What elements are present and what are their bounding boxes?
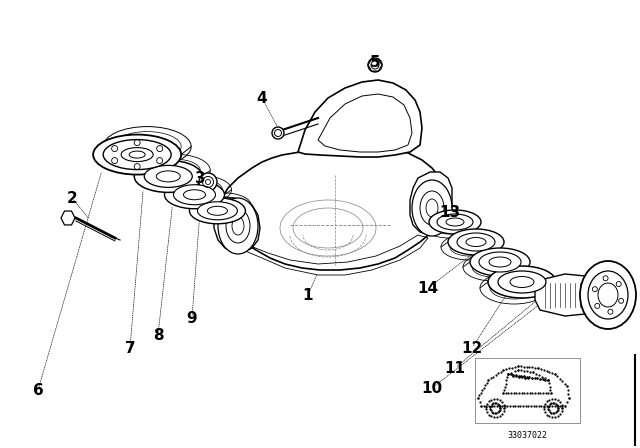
Text: 5: 5 <box>370 55 380 69</box>
Text: 13: 13 <box>440 204 461 220</box>
Ellipse shape <box>144 165 192 187</box>
Polygon shape <box>368 59 382 71</box>
Ellipse shape <box>479 252 521 272</box>
Ellipse shape <box>197 202 237 220</box>
Text: 6: 6 <box>33 383 44 397</box>
Polygon shape <box>61 211 75 225</box>
Ellipse shape <box>189 198 245 224</box>
Ellipse shape <box>173 185 216 205</box>
Circle shape <box>368 58 382 72</box>
Text: 14: 14 <box>417 280 438 296</box>
Ellipse shape <box>470 248 530 276</box>
Ellipse shape <box>437 214 473 230</box>
Ellipse shape <box>448 229 504 255</box>
Text: 8: 8 <box>153 327 163 343</box>
Ellipse shape <box>93 134 181 175</box>
Text: 2: 2 <box>67 190 77 206</box>
Ellipse shape <box>457 233 495 251</box>
Text: 12: 12 <box>461 340 483 356</box>
Ellipse shape <box>429 210 481 234</box>
Ellipse shape <box>218 198 258 254</box>
Circle shape <box>199 173 217 191</box>
Circle shape <box>272 127 284 139</box>
Ellipse shape <box>412 180 452 236</box>
Ellipse shape <box>488 266 556 298</box>
Text: 7: 7 <box>125 340 135 356</box>
Ellipse shape <box>580 261 636 329</box>
Text: 11: 11 <box>445 361 465 375</box>
Polygon shape <box>410 172 452 235</box>
Ellipse shape <box>498 271 546 293</box>
Text: 33037022: 33037022 <box>508 431 547 440</box>
Ellipse shape <box>134 160 202 192</box>
Polygon shape <box>214 198 260 252</box>
Ellipse shape <box>103 140 171 170</box>
Polygon shape <box>218 142 448 270</box>
Bar <box>475 358 580 423</box>
Text: 1: 1 <box>303 288 313 302</box>
Ellipse shape <box>164 181 225 209</box>
Polygon shape <box>535 274 602 316</box>
Text: 10: 10 <box>421 380 443 396</box>
Text: 3: 3 <box>195 171 205 185</box>
Polygon shape <box>298 80 422 157</box>
Ellipse shape <box>121 147 153 162</box>
Text: 9: 9 <box>187 310 197 326</box>
Text: 4: 4 <box>257 90 268 105</box>
